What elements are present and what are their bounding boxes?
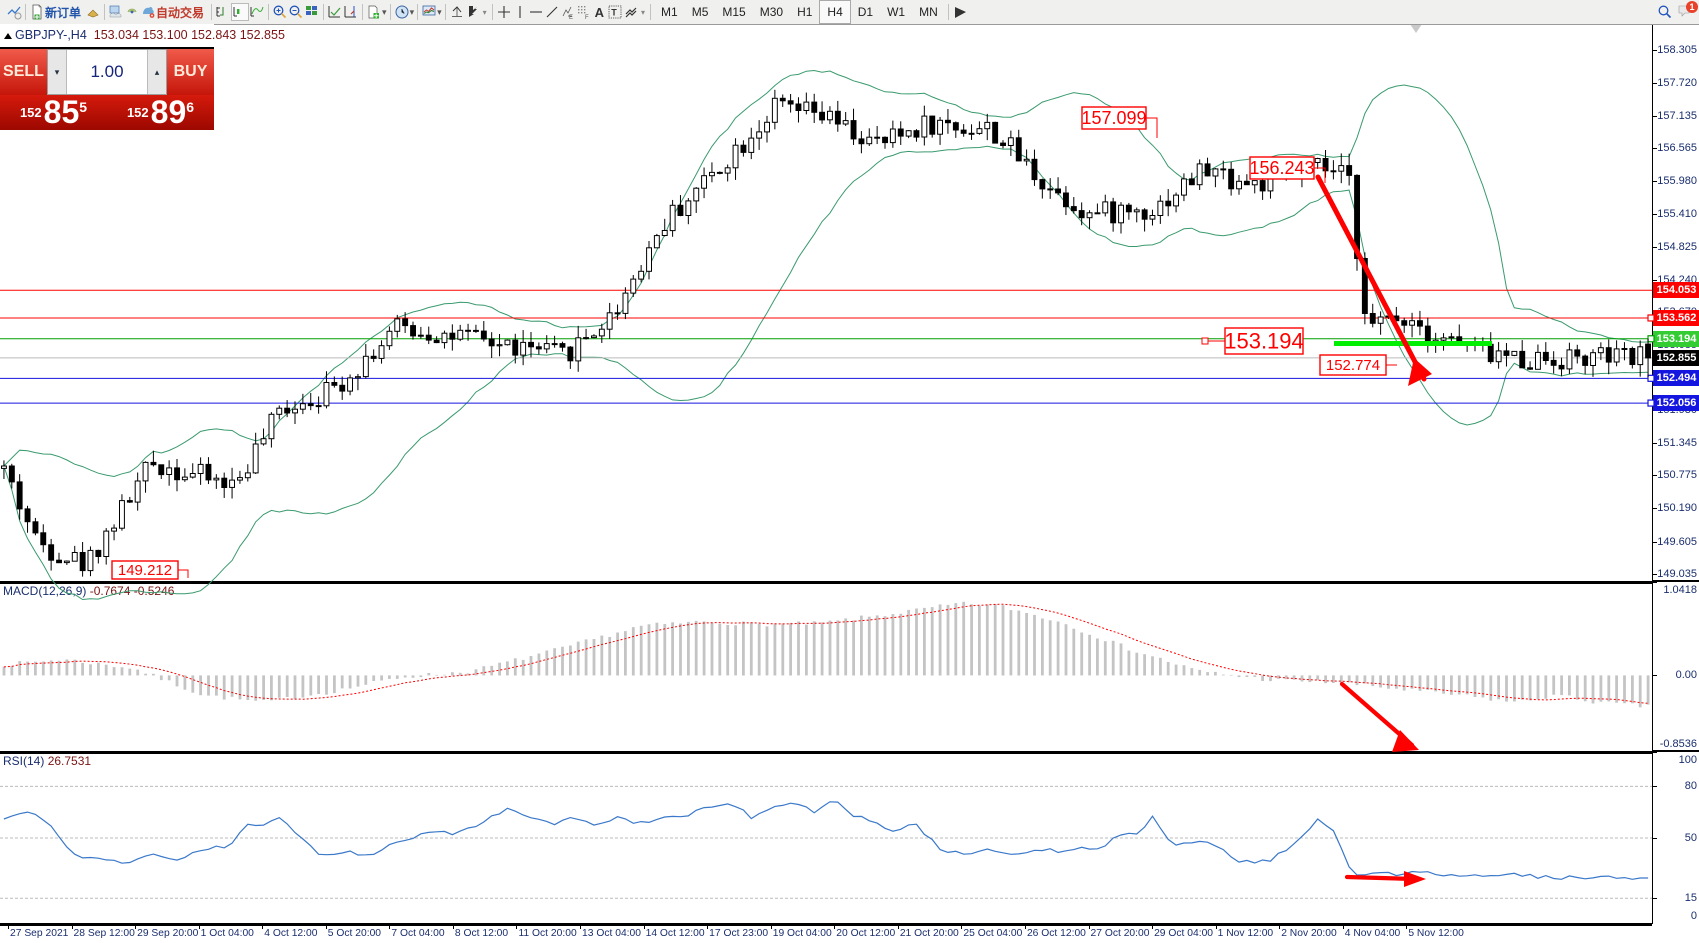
svg-text:F: F bbox=[585, 15, 589, 20]
svg-text:T: T bbox=[611, 8, 617, 18]
svg-text:E: E bbox=[569, 15, 573, 20]
